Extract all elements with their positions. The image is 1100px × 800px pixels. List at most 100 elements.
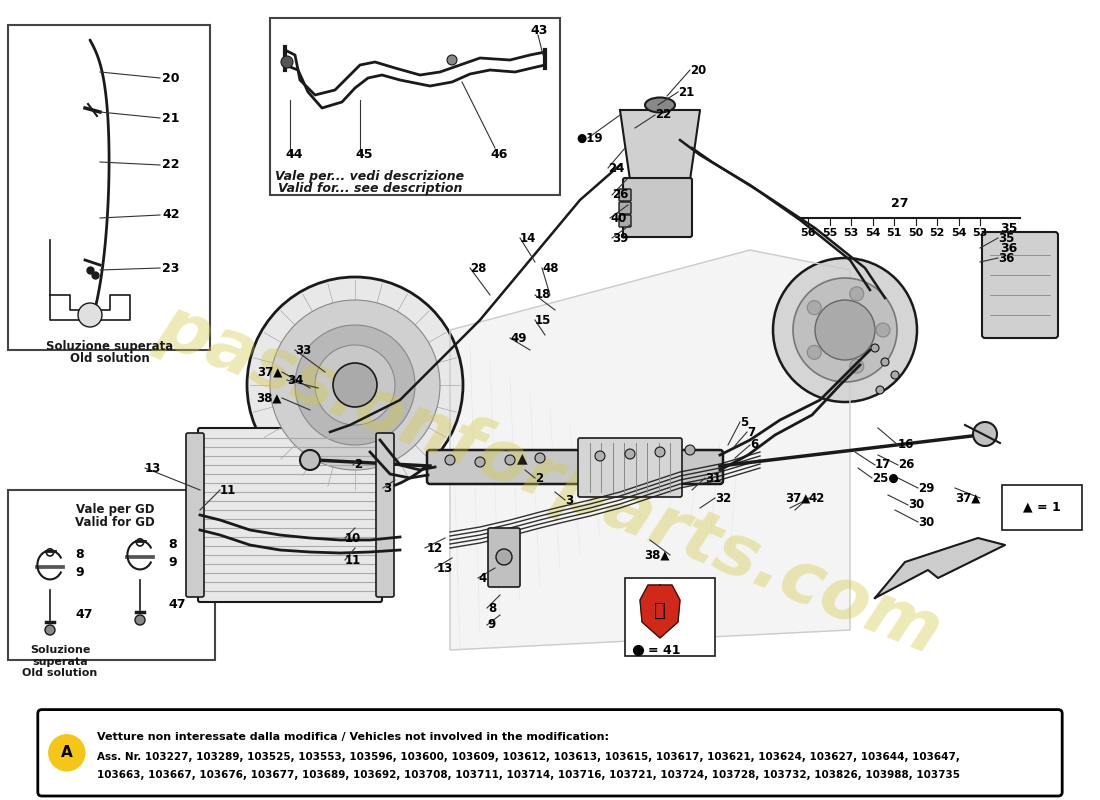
Text: 13: 13: [145, 462, 162, 474]
Circle shape: [871, 344, 879, 352]
Text: 48: 48: [542, 262, 559, 274]
Circle shape: [815, 300, 875, 360]
Text: 2: 2: [354, 458, 362, 471]
Text: 43: 43: [530, 23, 548, 37]
Circle shape: [135, 615, 145, 625]
Text: 14: 14: [520, 231, 537, 245]
Circle shape: [807, 301, 822, 314]
Text: 3: 3: [383, 482, 392, 494]
Text: 11: 11: [220, 483, 236, 497]
Text: Vale per GD: Vale per GD: [76, 503, 154, 516]
Circle shape: [496, 549, 512, 565]
Text: 17: 17: [874, 458, 891, 471]
Ellipse shape: [645, 98, 675, 113]
Text: 35: 35: [1000, 222, 1018, 234]
Circle shape: [773, 258, 917, 402]
Circle shape: [849, 287, 864, 301]
FancyBboxPatch shape: [619, 189, 631, 201]
Text: 37▲: 37▲: [784, 491, 810, 505]
Text: 42: 42: [808, 491, 824, 505]
Text: 50: 50: [908, 228, 923, 238]
Text: 35: 35: [998, 231, 1014, 245]
Circle shape: [45, 625, 55, 635]
Text: 11: 11: [345, 554, 361, 566]
Polygon shape: [640, 585, 680, 638]
Text: 30: 30: [918, 515, 934, 529]
Circle shape: [248, 277, 463, 493]
Text: 46: 46: [490, 149, 507, 162]
FancyBboxPatch shape: [198, 428, 382, 602]
Text: 28: 28: [470, 262, 486, 274]
Text: 3: 3: [565, 494, 573, 506]
Text: 29: 29: [918, 482, 934, 494]
Text: Vale per... vedi descrizione: Vale per... vedi descrizione: [275, 170, 464, 183]
Text: 22: 22: [654, 109, 671, 122]
Circle shape: [654, 447, 666, 457]
Text: 36: 36: [998, 251, 1014, 265]
Text: 51: 51: [887, 228, 902, 238]
Circle shape: [333, 363, 377, 407]
Text: 9: 9: [488, 618, 496, 631]
Circle shape: [876, 323, 890, 337]
Text: 42: 42: [162, 209, 179, 222]
Text: 4: 4: [478, 571, 487, 585]
Text: 2: 2: [535, 471, 543, 485]
Text: Valid for GD: Valid for GD: [75, 516, 155, 529]
Text: 8: 8: [75, 549, 84, 562]
FancyBboxPatch shape: [8, 490, 214, 660]
Circle shape: [807, 346, 822, 359]
Text: 47: 47: [75, 609, 92, 622]
Text: 53: 53: [844, 228, 859, 238]
FancyBboxPatch shape: [619, 215, 631, 227]
Text: 37▲: 37▲: [256, 366, 282, 378]
Text: Valid for... see description: Valid for... see description: [278, 182, 462, 195]
Text: 9: 9: [168, 555, 177, 569]
Circle shape: [280, 56, 293, 68]
Text: = 41: = 41: [648, 643, 681, 657]
Circle shape: [447, 55, 456, 65]
Text: 30: 30: [908, 498, 924, 511]
FancyBboxPatch shape: [1002, 485, 1082, 530]
Circle shape: [300, 450, 320, 470]
Polygon shape: [620, 110, 700, 180]
Text: 44: 44: [285, 149, 303, 162]
FancyBboxPatch shape: [8, 25, 210, 350]
Text: 31: 31: [705, 471, 722, 485]
Text: 20: 20: [162, 71, 179, 85]
Text: 55: 55: [822, 228, 837, 238]
Text: 15: 15: [535, 314, 551, 326]
Text: 56: 56: [801, 228, 816, 238]
Text: 5: 5: [740, 415, 748, 429]
Circle shape: [315, 345, 395, 425]
Text: 13: 13: [437, 562, 453, 574]
FancyBboxPatch shape: [619, 202, 631, 214]
Text: 45: 45: [355, 149, 373, 162]
Text: passionforparts.com: passionforparts.com: [148, 291, 952, 669]
Text: 7: 7: [747, 426, 755, 438]
Text: 40: 40: [610, 211, 626, 225]
Circle shape: [475, 457, 485, 467]
Text: 33: 33: [295, 343, 311, 357]
Text: Soluzione superata: Soluzione superata: [46, 340, 174, 353]
Text: Ass. Nr. 103227, 103289, 103525, 103553, 103596, 103600, 103609, 103612, 103613,: Ass. Nr. 103227, 103289, 103525, 103553,…: [97, 752, 959, 762]
Text: 24: 24: [608, 162, 625, 174]
Text: ●19: ●19: [576, 131, 603, 145]
Text: 21: 21: [678, 86, 694, 98]
Text: ▲: ▲: [517, 451, 527, 465]
Text: 6: 6: [750, 438, 758, 451]
FancyBboxPatch shape: [578, 438, 682, 497]
Text: 103663, 103667, 103676, 103677, 103689, 103692, 103708, 103711, 103714, 103716, : 103663, 103667, 103676, 103677, 103689, …: [97, 770, 960, 779]
FancyBboxPatch shape: [376, 433, 394, 597]
Text: 22: 22: [162, 158, 179, 171]
Text: 9: 9: [75, 566, 84, 579]
Circle shape: [849, 359, 864, 373]
Text: 34: 34: [287, 374, 304, 386]
Circle shape: [881, 358, 889, 366]
Text: 10: 10: [345, 531, 361, 545]
FancyBboxPatch shape: [625, 578, 715, 656]
Circle shape: [974, 422, 997, 446]
Circle shape: [793, 278, 896, 382]
Text: 8: 8: [488, 602, 496, 614]
Text: 8: 8: [168, 538, 177, 551]
Text: 26: 26: [898, 458, 914, 471]
